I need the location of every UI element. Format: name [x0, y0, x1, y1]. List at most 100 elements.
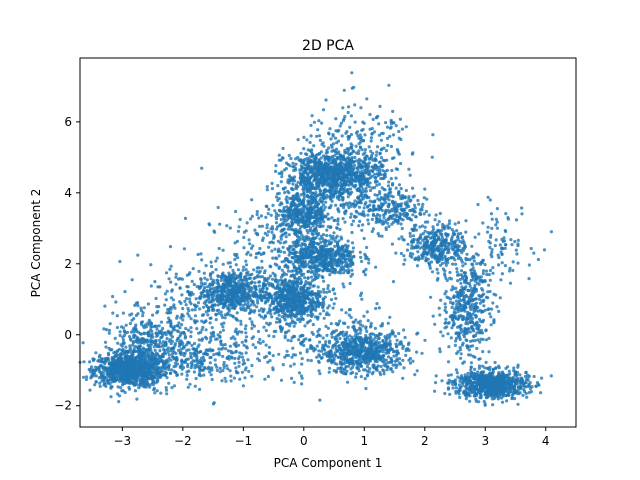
data-point — [299, 207, 303, 211]
data-point — [196, 301, 201, 305]
data-point — [140, 337, 144, 341]
data-point — [361, 181, 365, 186]
data-point — [350, 241, 355, 245]
data-point — [140, 370, 144, 374]
data-point — [168, 371, 173, 375]
data-point — [91, 357, 95, 361]
data-point — [343, 149, 347, 153]
data-point — [308, 167, 313, 171]
data-point — [438, 350, 442, 354]
data-point — [340, 349, 344, 353]
data-point — [386, 355, 391, 359]
data-point — [153, 360, 158, 364]
data-point — [230, 273, 234, 277]
data-point — [120, 344, 124, 348]
data-point — [326, 286, 330, 291]
data-point — [317, 207, 321, 211]
data-point — [129, 330, 133, 334]
data-point — [102, 327, 106, 331]
data-point — [358, 164, 362, 168]
data-point — [307, 195, 311, 199]
data-point — [132, 347, 136, 351]
data-point — [103, 360, 107, 364]
data-point — [285, 201, 289, 205]
data-point — [271, 203, 275, 207]
data-point — [383, 169, 387, 174]
data-point — [199, 284, 203, 288]
data-point — [277, 153, 281, 157]
data-point — [112, 372, 116, 376]
data-point — [112, 356, 116, 360]
data-point — [308, 149, 312, 153]
data-point — [300, 166, 304, 170]
data-point — [167, 381, 171, 385]
data-point — [118, 352, 123, 356]
data-point — [391, 363, 395, 367]
data-point — [347, 179, 351, 183]
data-point — [230, 296, 234, 300]
data-point — [226, 282, 230, 286]
data-point — [364, 186, 368, 190]
data-point — [208, 287, 212, 291]
data-point — [245, 292, 250, 297]
data-point — [134, 369, 138, 373]
data-point — [118, 367, 122, 371]
data-point — [121, 335, 125, 339]
data-point — [94, 351, 98, 355]
data-point — [362, 357, 366, 361]
data-point — [326, 284, 330, 288]
data-point — [126, 365, 130, 369]
data-point — [364, 325, 368, 329]
data-point — [276, 213, 281, 217]
data-point — [363, 377, 367, 381]
data-point — [217, 274, 221, 279]
data-point — [255, 305, 259, 309]
data-point — [329, 183, 333, 187]
data-point — [124, 362, 128, 366]
data-point — [308, 221, 312, 226]
data-point — [317, 369, 321, 373]
data-point — [342, 157, 346, 161]
data-point — [373, 356, 377, 360]
data-point — [348, 264, 352, 268]
data-point — [223, 274, 227, 278]
data-point — [88, 388, 92, 392]
data-point — [315, 296, 319, 300]
data-point — [102, 383, 106, 387]
data-point — [301, 199, 305, 203]
data-point — [375, 368, 379, 372]
data-point — [322, 208, 326, 212]
data-point — [239, 275, 243, 279]
data-point — [284, 235, 288, 239]
data-point — [260, 224, 264, 228]
data-point — [345, 246, 349, 251]
data-point — [343, 243, 348, 247]
data-point — [201, 313, 206, 317]
data-point — [336, 222, 340, 226]
data-point — [315, 355, 319, 359]
data-point — [221, 271, 225, 275]
data-point — [142, 332, 146, 336]
data-point — [289, 156, 293, 161]
data-point — [319, 253, 323, 257]
data-point — [219, 289, 223, 293]
data-point — [342, 334, 346, 338]
data-point — [155, 389, 159, 393]
data-point — [277, 313, 281, 317]
data-point — [121, 382, 125, 386]
data-point — [149, 383, 153, 387]
data-point — [337, 210, 341, 214]
data-point — [270, 181, 274, 185]
data-point — [352, 163, 357, 167]
data-point — [292, 324, 296, 328]
data-point — [283, 278, 287, 282]
data-point — [236, 294, 240, 298]
data-point — [247, 276, 251, 281]
data-point — [295, 192, 299, 196]
data-point — [288, 251, 292, 255]
data-point — [373, 172, 377, 176]
data-point — [346, 380, 350, 384]
data-point — [306, 290, 310, 295]
data-point — [157, 338, 162, 342]
data-point — [315, 166, 320, 170]
